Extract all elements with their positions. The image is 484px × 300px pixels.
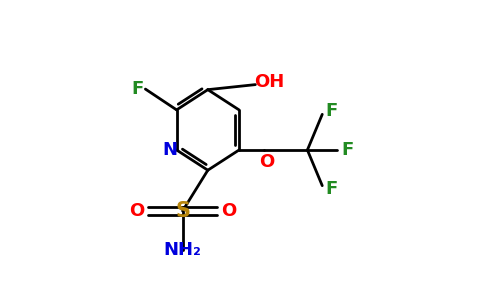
Text: N: N: [163, 141, 178, 159]
Text: S: S: [175, 201, 190, 221]
Text: O: O: [221, 202, 236, 220]
Text: O: O: [259, 153, 274, 171]
Text: F: F: [132, 80, 144, 98]
Text: OH: OH: [254, 73, 284, 91]
Text: NH₂: NH₂: [164, 241, 201, 259]
Text: O: O: [129, 202, 144, 220]
Text: F: F: [325, 102, 337, 120]
Text: F: F: [325, 180, 337, 198]
Text: F: F: [341, 141, 354, 159]
